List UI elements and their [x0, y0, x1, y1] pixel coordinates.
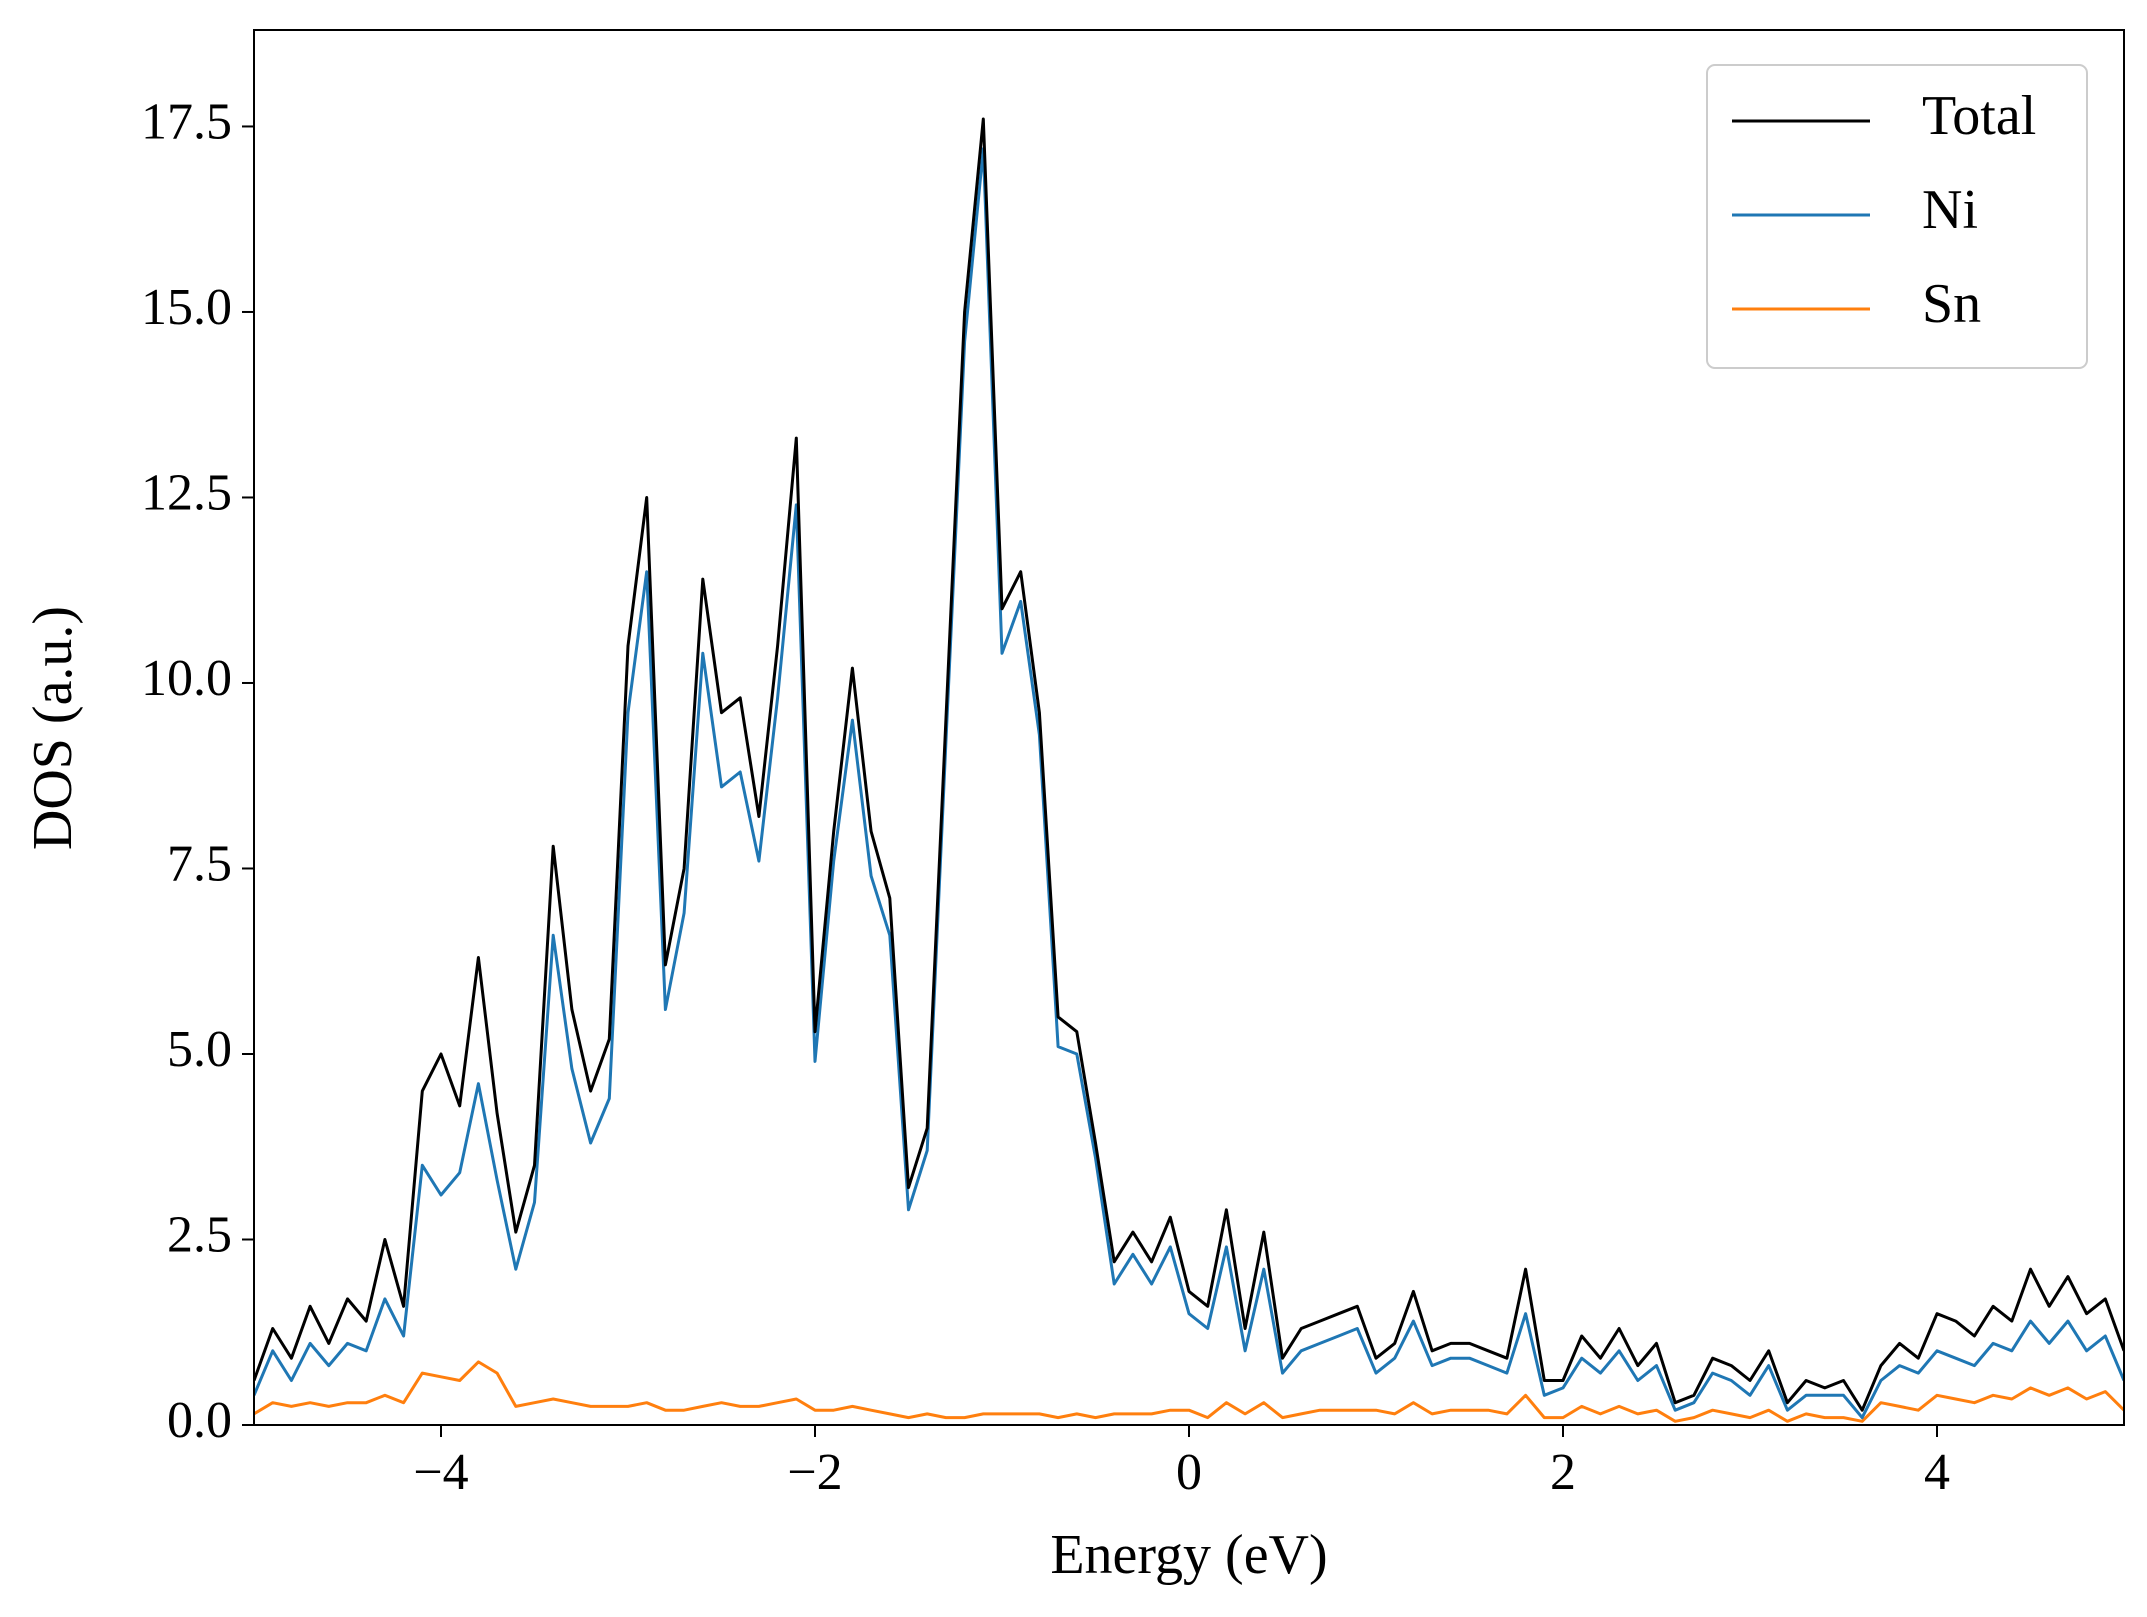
- x-tick-label: 0: [1176, 1444, 1202, 1501]
- legend-box: [1706, 64, 2088, 369]
- series-line: [254, 147, 2124, 1420]
- y-tick-label: 17.5: [141, 93, 232, 150]
- y-tick-label: 12.5: [141, 464, 232, 521]
- y-tick-label: 5.0: [167, 1021, 232, 1078]
- legend-label: Sn: [1922, 273, 1981, 335]
- y-axis-label: DOS (a.u.): [22, 606, 84, 850]
- y-tick-label: 10.0: [141, 650, 232, 707]
- y-tick-label: 0.0: [167, 1392, 232, 1449]
- x-tick-label: 2: [1550, 1444, 1576, 1501]
- x-axis-label: Energy (eV): [1050, 1524, 1327, 1586]
- series-line: [254, 117, 2124, 1412]
- x-tick-label: −2: [787, 1444, 842, 1501]
- y-tick-label: 2.5: [167, 1206, 232, 1263]
- series-line: [254, 1360, 2124, 1423]
- y-tick-label: 7.5: [167, 835, 232, 892]
- x-tick-label: 4: [1924, 1444, 1950, 1501]
- x-tick-label: −4: [413, 1444, 468, 1501]
- plot-frame: [253, 29, 2125, 1426]
- legend-label: Total: [1922, 85, 2036, 147]
- y-tick-label: 15.0: [141, 279, 232, 336]
- legend-label: Ni: [1922, 179, 1978, 241]
